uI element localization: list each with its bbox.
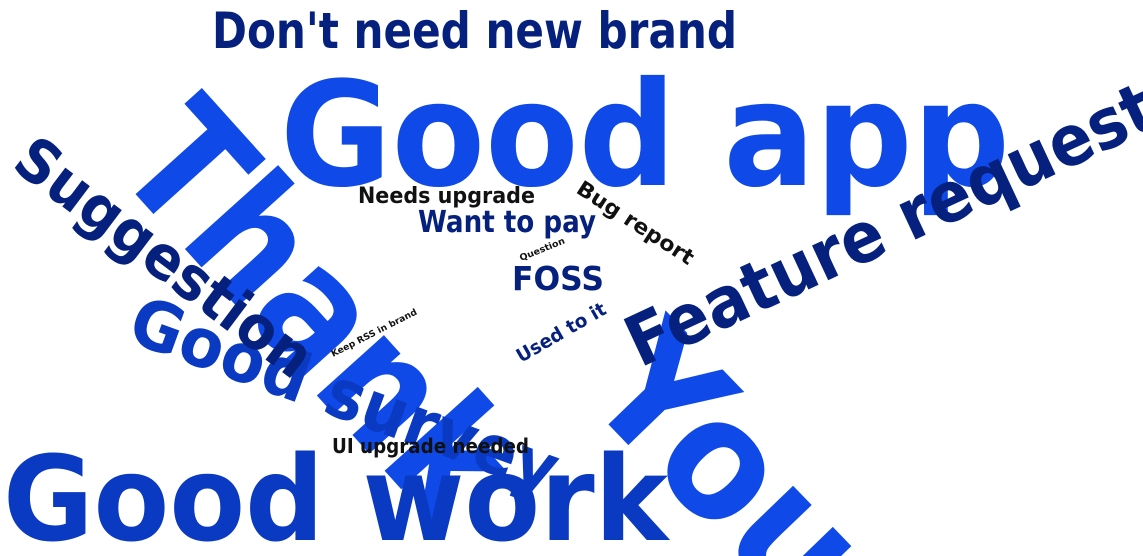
word-want-to-pay: Want to pay — [418, 205, 596, 240]
word-good-app: Good app — [280, 51, 1010, 220]
word-used-to-it: Used to it — [513, 298, 611, 367]
word-ui-upgrade-needed: UI upgrade needed — [332, 434, 529, 458]
word-foss: FOSS — [512, 259, 604, 298]
word-needs-upgrade: Needs upgrade — [358, 184, 535, 209]
word-good-work: Good work — [3, 430, 670, 556]
word-dont-need-new-brand: Don't need new brand — [212, 2, 737, 60]
